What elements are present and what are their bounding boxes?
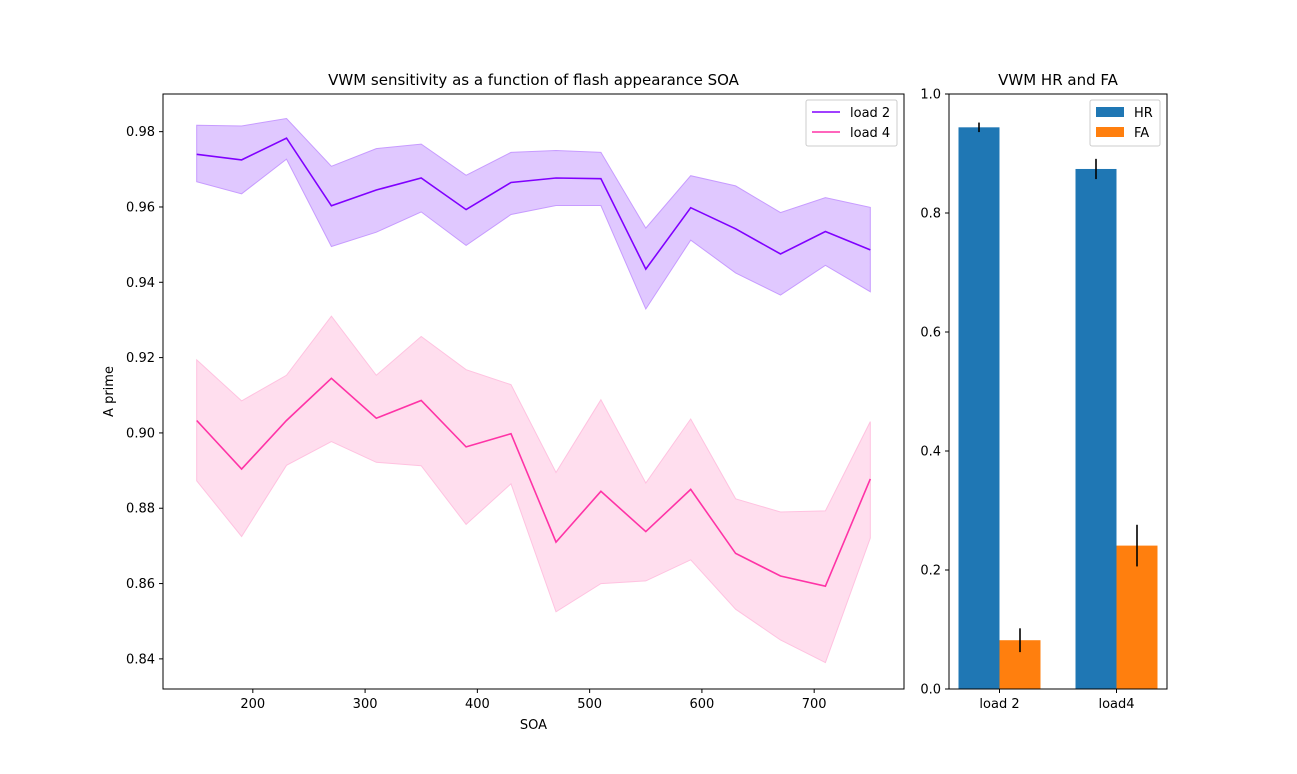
bar-fa-load4 xyxy=(1116,545,1158,689)
x-tick-label: 200 xyxy=(240,697,265,712)
y-tick-label: 0.90 xyxy=(126,426,155,441)
bar-chart: VWM HR and FA load 2 load4 0.00.20.40.60.… xyxy=(920,71,1168,712)
right-chart-title: VWM HR and FA xyxy=(998,71,1119,89)
y-axis-ticks: 0.84 0.86 0.88 0.90 0.92 0.94 0.96 0.98 xyxy=(126,125,163,667)
x-tick-label: 500 xyxy=(577,697,602,712)
legend-label-load-4: load 4 xyxy=(850,126,890,141)
x-axis-ticks: load 2 load4 xyxy=(979,689,1135,712)
right-plot-frame xyxy=(948,93,1168,690)
y-tick-label: 0.6 xyxy=(920,326,941,341)
left-chart-title: VWM sensitivity as a function of flash a… xyxy=(328,71,740,89)
bar-hr-load-2 xyxy=(958,127,1000,689)
y-tick-label: 0.98 xyxy=(126,125,155,140)
y-tick-label: 0.4 xyxy=(920,445,941,460)
y-tick-label: 0.86 xyxy=(126,577,155,592)
legend-swatch-fa xyxy=(1096,127,1124,137)
x-tick-label: load4 xyxy=(1098,697,1134,712)
legend-label-load-2: load 2 xyxy=(850,106,890,121)
y-tick-label: 0.84 xyxy=(126,652,155,667)
y-axis-ticks: 0.0 0.2 0.4 0.6 0.8 1.0 xyxy=(920,88,949,698)
line-chart: VWM sensitivity as a function of flash a… xyxy=(102,71,905,733)
left-plot-frame xyxy=(162,93,905,690)
line-load-2 xyxy=(196,137,871,271)
y-tick-label: 0.8 xyxy=(920,207,941,222)
x-tick-label: 400 xyxy=(465,697,490,712)
legend-swatch-hr xyxy=(1096,107,1124,117)
y-tick-label: 0.92 xyxy=(126,351,155,366)
y-tick-label: 0.0 xyxy=(920,683,941,698)
legend: HR FA xyxy=(1089,99,1161,147)
bar-hr-load4 xyxy=(1075,168,1117,690)
x-tick-label: 700 xyxy=(802,697,827,712)
y-tick-label: 1.0 xyxy=(920,88,941,103)
y-tick-label: 0.96 xyxy=(126,200,155,215)
x-tick-label: load 2 xyxy=(979,697,1019,712)
y-axis-label: A prime xyxy=(102,366,117,417)
legend-label-hr: HR xyxy=(1134,106,1153,121)
error-bars xyxy=(978,122,1138,653)
y-tick-label: 0.2 xyxy=(920,564,941,579)
x-tick-label: 600 xyxy=(689,697,714,712)
legend-label-fa: FA xyxy=(1134,126,1149,141)
y-tick-label: 0.94 xyxy=(126,276,155,291)
legend: load 2 load 4 xyxy=(805,99,898,147)
y-tick-label: 0.88 xyxy=(126,502,155,517)
bars xyxy=(958,127,1158,690)
x-axis-ticks: 200 300 400 500 600 700 xyxy=(240,689,827,712)
x-tick-label: 300 xyxy=(353,697,378,712)
band-load-2 xyxy=(196,117,871,311)
x-axis-label: SOA xyxy=(520,718,547,733)
series-lines xyxy=(196,137,872,588)
confidence-bands xyxy=(196,117,871,664)
line-load-4 xyxy=(196,377,872,588)
